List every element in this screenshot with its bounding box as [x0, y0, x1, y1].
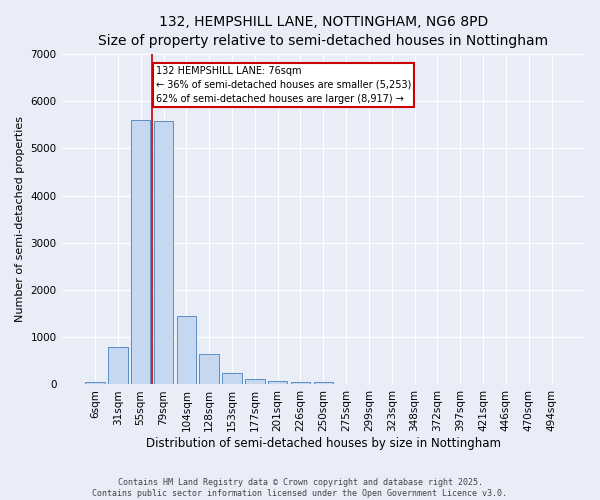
Bar	[154, 121, 173, 384]
X-axis label: Distribution of semi-detached houses by size in Nottingham: Distribution of semi-detached houses by …	[146, 437, 501, 450]
Y-axis label: Number of semi-detached properties: Number of semi-detached properties	[15, 116, 25, 322]
Bar	[291, 382, 310, 384]
Text: 132 HEMPSHILL LANE: 76sqm
← 36% of semi-detached houses are smaller (5,253)
62% : 132 HEMPSHILL LANE: 76sqm ← 36% of semi-…	[155, 66, 411, 104]
Bar	[176, 316, 196, 384]
Bar	[131, 120, 151, 384]
Text: Contains HM Land Registry data © Crown copyright and database right 2025.
Contai: Contains HM Land Registry data © Crown c…	[92, 478, 508, 498]
Bar	[108, 346, 128, 385]
Bar	[199, 354, 219, 384]
Bar	[314, 382, 333, 384]
Bar	[85, 382, 105, 384]
Title: 132, HEMPSHILL LANE, NOTTINGHAM, NG6 8PD
Size of property relative to semi-detac: 132, HEMPSHILL LANE, NOTTINGHAM, NG6 8PD…	[98, 15, 548, 48]
Bar	[268, 380, 287, 384]
Bar	[245, 379, 265, 384]
Bar	[222, 372, 242, 384]
